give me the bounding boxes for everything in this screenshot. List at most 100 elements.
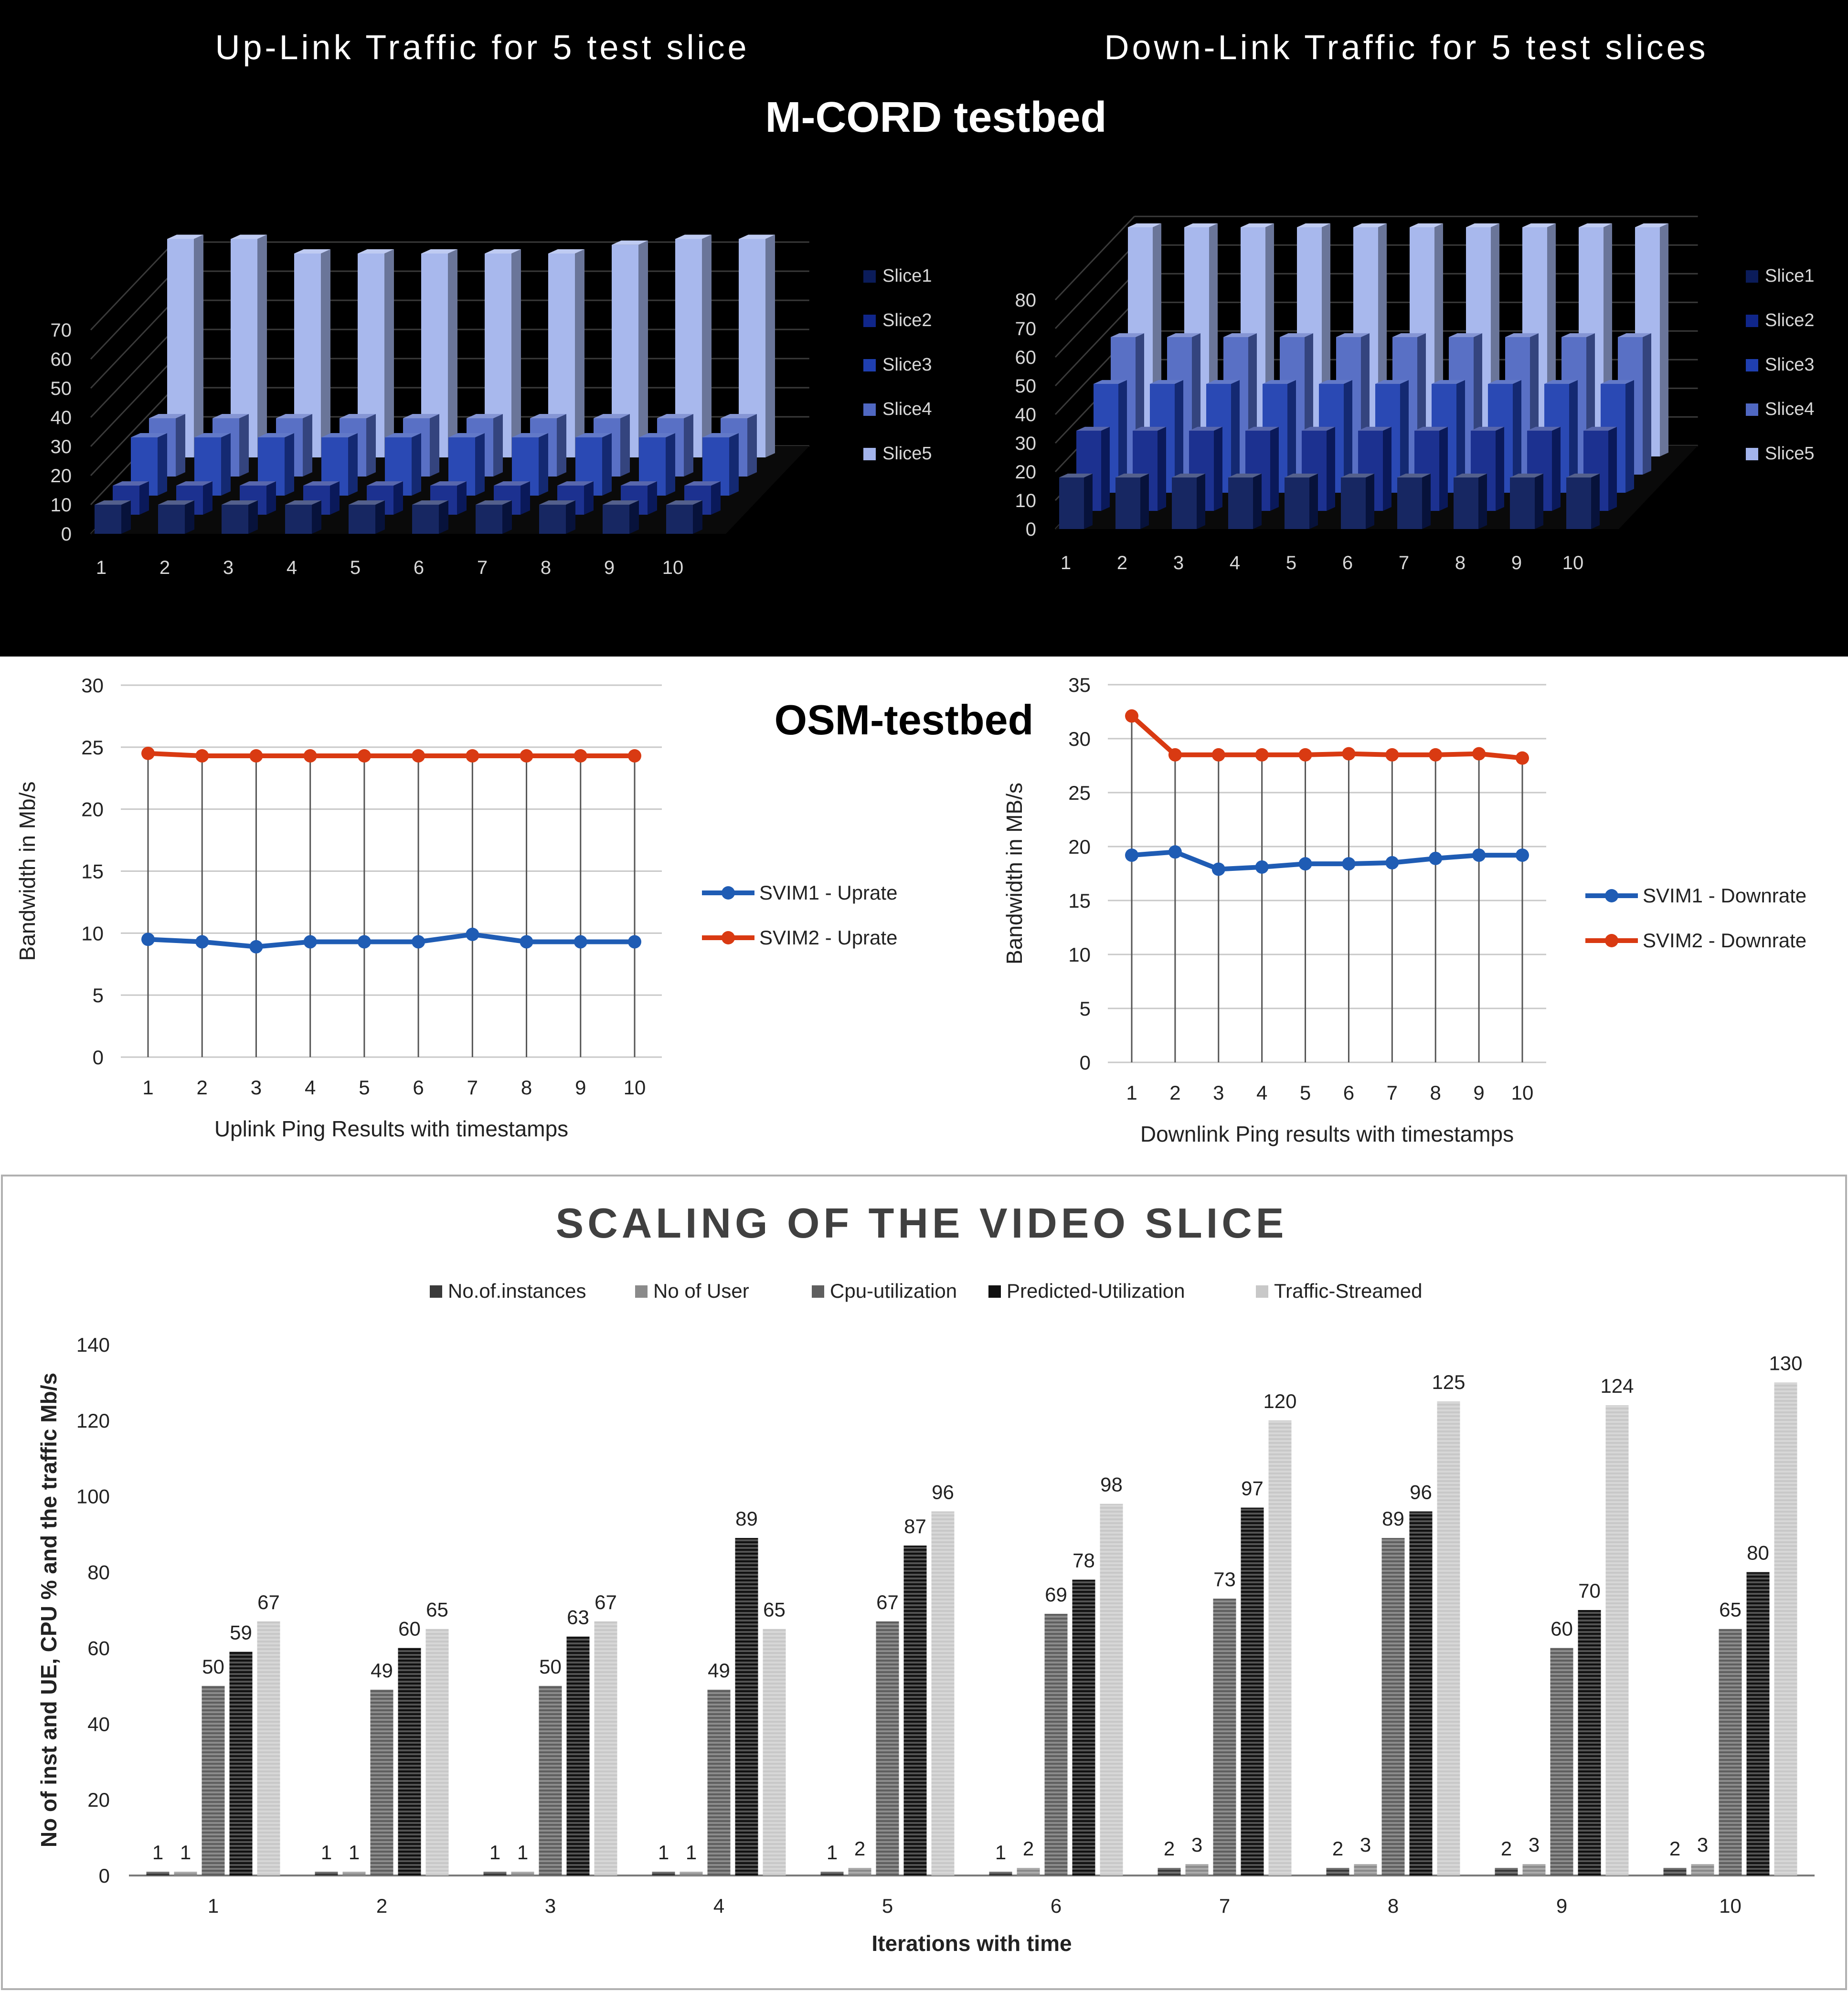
legend-swatch <box>863 448 876 460</box>
data-point <box>466 749 479 763</box>
bar-top <box>1414 426 1448 431</box>
legend-marker <box>722 931 735 944</box>
bar-top <box>1285 473 1318 477</box>
bar-hatch <box>989 1872 1012 1875</box>
gridline-depth <box>90 241 175 331</box>
bar-top <box>1172 473 1205 477</box>
bar-top <box>1228 473 1262 477</box>
bar-hatch <box>876 1621 899 1875</box>
bar-hatch <box>1409 1511 1433 1875</box>
legend-label: SVIM2 - Downrate <box>1643 929 1806 952</box>
bar-side <box>511 249 521 457</box>
data-point <box>1429 748 1443 762</box>
bar-side <box>1253 473 1262 529</box>
x-tick-label: 5 <box>359 1076 370 1099</box>
bar-front <box>1566 477 1591 529</box>
bar-top <box>1505 333 1539 337</box>
bar-hatch <box>1100 1504 1123 1875</box>
data-point <box>1298 748 1312 762</box>
legend-label: No of User <box>653 1280 749 1302</box>
bar-hatch <box>1044 1613 1068 1875</box>
bar-side <box>539 433 548 496</box>
bar-hatch <box>1241 1507 1264 1875</box>
x-tick-label: 3 <box>1213 1081 1224 1104</box>
bar-side <box>430 414 439 477</box>
x-tick-label: 2 <box>159 557 170 578</box>
bar-hatch <box>202 1685 225 1875</box>
x-tick-label: 2 <box>1169 1081 1180 1104</box>
data-label: 1 <box>658 1841 669 1864</box>
bar-side <box>1660 223 1668 456</box>
x-tick-label: 6 <box>1342 552 1353 573</box>
bar-top <box>158 500 194 505</box>
y-tick-label: 70 <box>1015 318 1037 339</box>
legend-swatch <box>863 359 876 371</box>
downlink-3d-title: Down-Link Traffic for 5 test slices <box>1104 29 1708 67</box>
bar-hatch <box>1774 1382 1797 1875</box>
legend-swatch <box>812 1285 824 1298</box>
x-tick-label: 6 <box>1051 1895 1062 1917</box>
data-point <box>357 935 371 949</box>
data-label: 120 <box>1263 1390 1296 1412</box>
bar-side <box>575 249 584 457</box>
data-label: 2 <box>854 1837 865 1860</box>
bar-top <box>1245 426 1279 431</box>
bar-side <box>257 234 267 457</box>
bar-side <box>1158 426 1166 511</box>
legend-label: Slice5 <box>882 444 932 464</box>
data-label: 65 <box>763 1599 786 1621</box>
bar-top <box>1336 333 1370 337</box>
bar-hatch <box>342 1872 366 1875</box>
x-tick-label: 8 <box>521 1076 532 1099</box>
legend-marker <box>1605 934 1618 947</box>
y-tick-label: 0 <box>61 524 72 545</box>
data-label: 3 <box>1697 1833 1708 1856</box>
bar-hatch <box>539 1685 562 1875</box>
x-tick-label: 1 <box>96 557 106 578</box>
bar-top <box>530 414 566 418</box>
legend-label: Slice4 <box>882 399 932 419</box>
data-label: 69 <box>1045 1583 1067 1606</box>
bar-top <box>222 500 258 505</box>
legend-swatch <box>863 403 876 416</box>
bar-side <box>248 500 258 534</box>
data-label: 2 <box>1023 1837 1034 1860</box>
bar-side <box>1309 473 1318 529</box>
bar-top <box>131 433 167 437</box>
bar-hatch <box>1691 1864 1714 1875</box>
x-tick-label: 5 <box>1300 1081 1311 1104</box>
bar-side <box>321 249 330 457</box>
bar-top <box>1150 380 1183 384</box>
bar-side <box>312 500 321 534</box>
bar-hatch <box>931 1511 955 1875</box>
y-tick-label: 50 <box>1015 376 1037 397</box>
bar-top <box>512 433 548 437</box>
gridline-depth <box>90 358 175 447</box>
bar-front <box>285 505 312 534</box>
x-tick-label: 2 <box>376 1895 387 1917</box>
bar-top <box>1410 223 1443 227</box>
bar-side <box>203 481 212 515</box>
legend-swatch <box>635 1285 648 1298</box>
x-axis-label: Iterations with time <box>871 1931 1072 1956</box>
x-tick-label: 7 <box>467 1076 478 1099</box>
bar-side <box>1084 473 1093 529</box>
data-label: 1 <box>349 1841 360 1864</box>
bar-side <box>448 249 457 457</box>
bar-side <box>729 433 739 496</box>
bar-hatch <box>315 1872 338 1875</box>
legend-label: SVIM1 - Downrate <box>1643 884 1806 907</box>
data-label: 80 <box>1747 1542 1769 1564</box>
y-tick-label: 60 <box>51 349 72 370</box>
data-point <box>520 749 533 763</box>
legend-label: Traffic-Streamed <box>1274 1280 1422 1302</box>
bar-top <box>231 234 267 239</box>
bar-side <box>1422 473 1431 529</box>
legend-label: Slice1 <box>1765 266 1815 286</box>
y-tick-label: 10 <box>1068 943 1091 966</box>
bar-hatch <box>483 1872 507 1875</box>
y-tick-label: 140 <box>76 1334 110 1356</box>
bar-front <box>412 505 439 534</box>
data-point <box>141 932 155 946</box>
